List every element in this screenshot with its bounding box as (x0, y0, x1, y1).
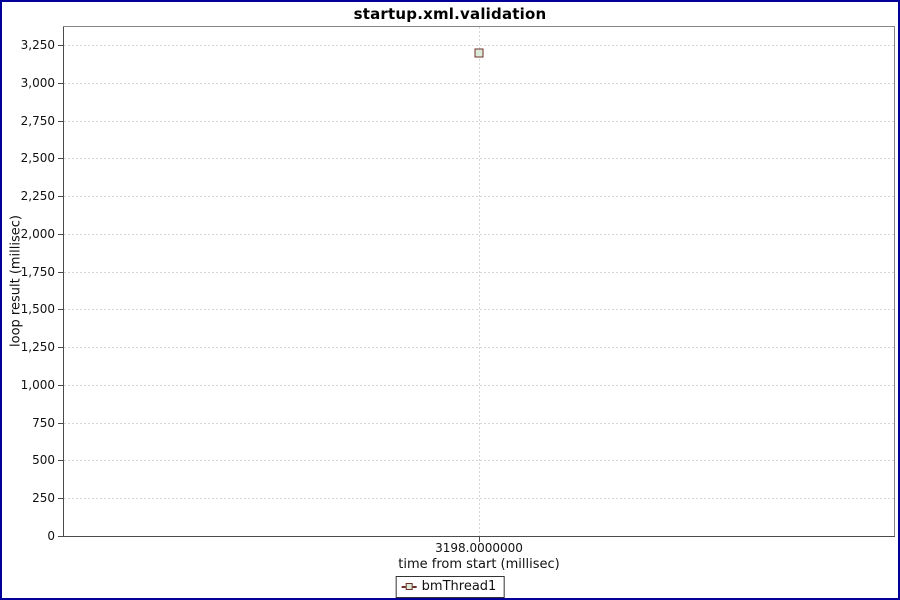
y-gridline (64, 460, 894, 462)
y-tick-label: 0 (47, 529, 55, 543)
y-tick-label: 2,000 (20, 226, 55, 241)
legend-square-icon (405, 583, 413, 590)
y-tick-label: 2,500 (20, 151, 55, 166)
x-tick-mark (479, 537, 480, 542)
y-tick-mark (58, 45, 63, 47)
y-gridline (64, 384, 894, 386)
x-axis-title: time from start (millisec) (398, 557, 560, 572)
y-tick-mark (58, 271, 63, 273)
y-tick-label: 2,750 (20, 113, 55, 128)
y-gridline (64, 158, 894, 160)
data-point-marker (474, 48, 484, 58)
y-tick-mark (58, 422, 63, 424)
y-tick-label: 1,250 (20, 340, 55, 355)
y-tick-label: 3,250 (20, 38, 55, 53)
x-axis-line (63, 536, 895, 537)
y-tick-label: 1,500 (20, 302, 55, 317)
y-tick-mark (58, 82, 63, 84)
y-tick-mark (58, 120, 63, 122)
y-gridline (64, 82, 894, 84)
y-tick-label: 500 (32, 453, 55, 468)
plot-area: 0 250 500 750 1,000 1,250 1,500 1,750 2,000 2,250… (21, 26, 895, 543)
y-gridline (64, 45, 894, 47)
y-tick-label: 250 (32, 491, 55, 506)
y-tick-label: 3,000 (20, 75, 55, 90)
chart-title: startup.xml.validation (353, 5, 547, 23)
legend-series-marker-icon (401, 582, 417, 591)
y-tick-mark (58, 536, 63, 537)
y-tick-mark (58, 384, 63, 386)
y-tick-mark (58, 158, 63, 160)
y-gridline (64, 271, 894, 273)
y-tick-mark (58, 309, 63, 311)
x-tick-label: 3198.0000000 (435, 541, 523, 555)
y-tick-label: 1,750 (20, 264, 55, 279)
y-tick-mark (58, 196, 63, 198)
y-gridline (64, 422, 894, 424)
y-tick-label: 750 (32, 415, 55, 430)
y-tick-mark (58, 460, 63, 462)
legend: bmThread1 (395, 576, 505, 598)
legend-series-label: bmThread1 (421, 579, 497, 594)
y-gridline (64, 309, 894, 311)
y-tick-mark (58, 347, 63, 349)
y-tick-label: 1,000 (20, 377, 55, 392)
x-gridline (479, 27, 480, 536)
y-tick-mark (58, 498, 63, 500)
y-tick-label: 2,250 (20, 189, 55, 204)
y-gridline (64, 196, 894, 198)
y-gridline (64, 347, 894, 349)
y-gridline (64, 498, 894, 500)
y-tick-mark (58, 233, 63, 235)
y-gridline (64, 233, 894, 235)
y-gridline (64, 120, 894, 122)
y-axis-line (63, 27, 64, 536)
